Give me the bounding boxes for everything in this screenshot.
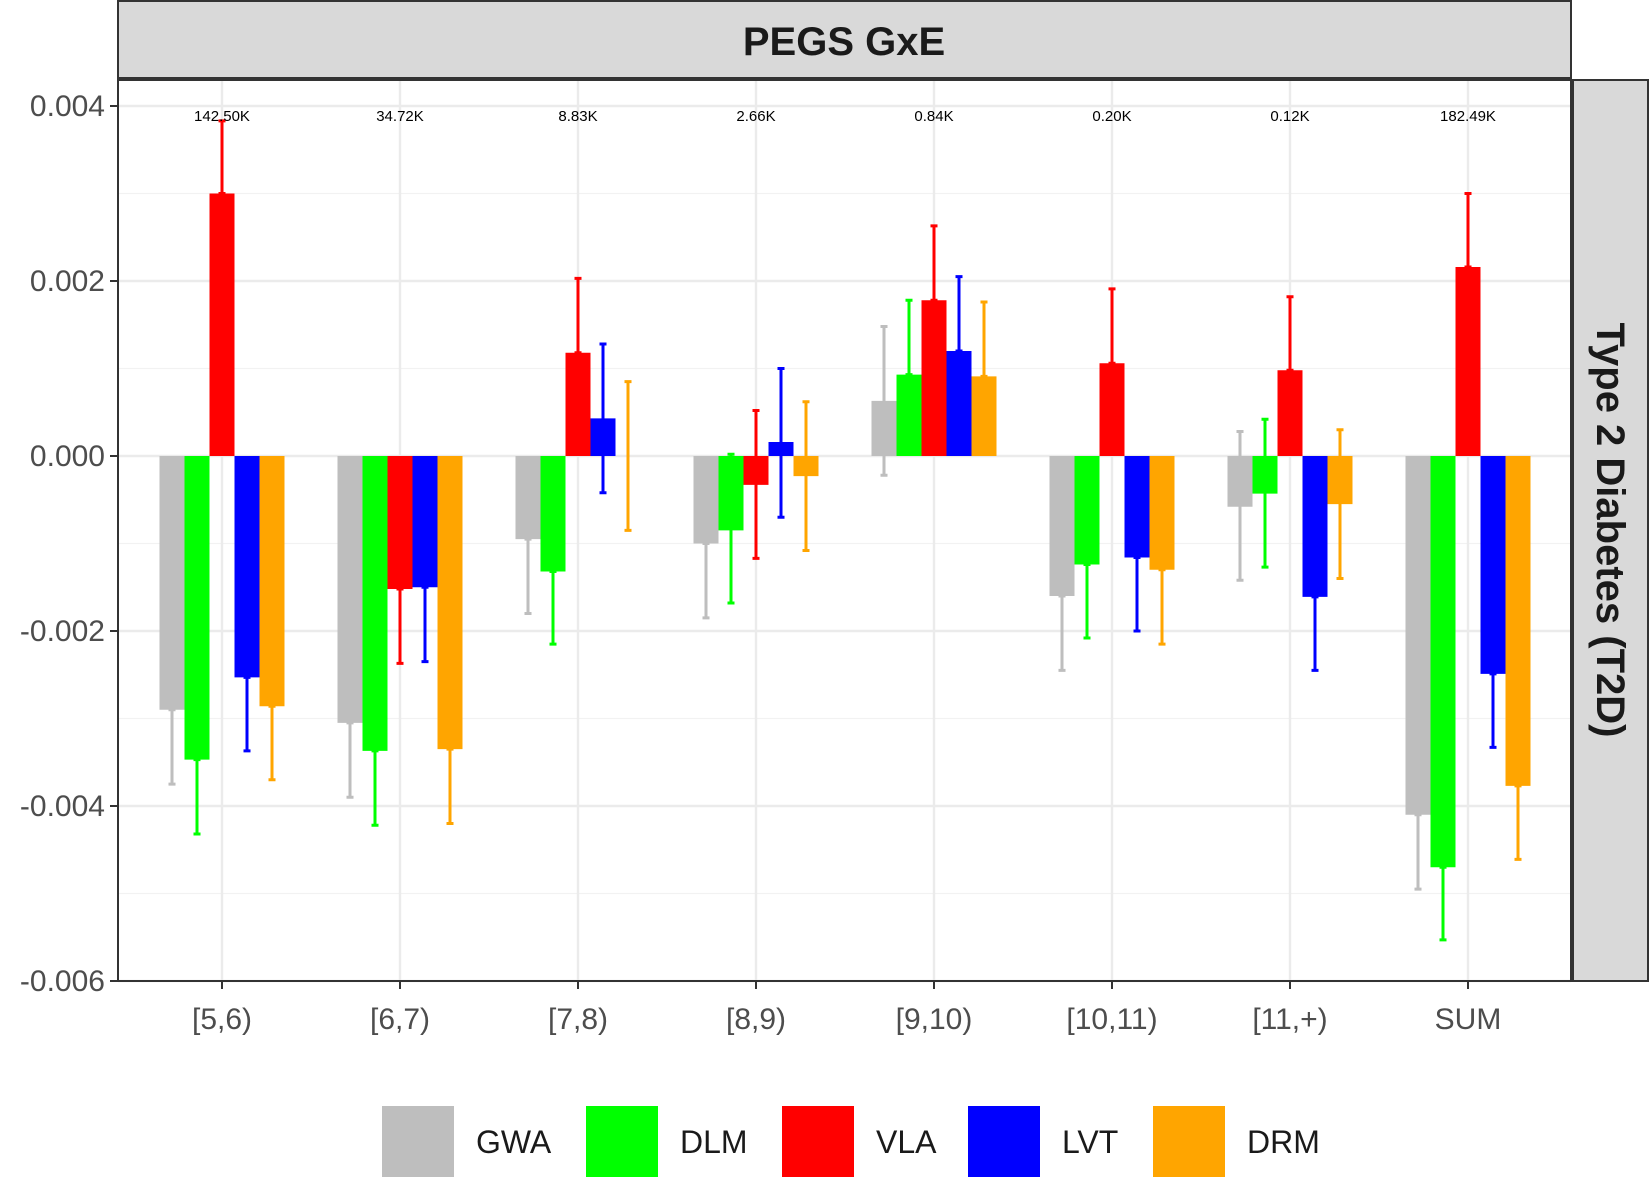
y-tick-label: 0.002 — [30, 265, 105, 298]
bar-dlm — [540, 456, 566, 572]
bar-vla — [1099, 363, 1125, 456]
y-axis: 0.004 0.002 0.000 -0.002 -0.004 -0.006 — [20, 90, 118, 998]
panel-border — [117, 79, 1572, 982]
legend-label-gwa: GWA — [476, 1124, 552, 1160]
bar-drm — [1505, 456, 1531, 786]
bar-vla — [209, 193, 235, 456]
bar-dlm — [1074, 456, 1100, 565]
x-tick-label: SUM — [1435, 1003, 1502, 1036]
count-label: 34.72K — [376, 108, 424, 125]
count-label: 0.20K — [1092, 108, 1131, 125]
y-tick-label: -0.002 — [20, 615, 105, 648]
bar-dlm — [184, 456, 210, 760]
x-tick-label: [9,10) — [896, 1003, 973, 1036]
bar-drm — [971, 376, 997, 456]
bar-drm — [1149, 456, 1175, 570]
bar-drm — [437, 456, 463, 750]
count-label: 182.49K — [1440, 108, 1496, 125]
legend-key-vla — [782, 1106, 854, 1177]
legend-key-lvt — [968, 1106, 1040, 1177]
count-label: 8.83K — [558, 108, 597, 125]
legend-label-drm: DRM — [1247, 1124, 1320, 1160]
legend: GWA DLM VLA LVT DRM — [382, 1106, 1320, 1177]
legend-key-drm — [1153, 1106, 1225, 1177]
bar-vla — [565, 352, 591, 456]
legend-label-lvt: LVT — [1062, 1124, 1118, 1160]
legend-label-dlm: DLM — [680, 1124, 748, 1160]
panel-background — [118, 80, 1571, 981]
y-tick-label: 0.004 — [30, 90, 105, 123]
bar-lvt — [234, 456, 260, 678]
count-label: 0.12K — [1270, 108, 1309, 125]
bar-dlm — [362, 456, 388, 751]
legend-label-vla: VLA — [876, 1124, 937, 1160]
x-tick-label: [8,9) — [726, 1003, 786, 1036]
bar-vla — [1455, 267, 1481, 456]
bar-drm — [259, 456, 285, 707]
bar-gwa — [1405, 456, 1431, 815]
count-label: 2.66K — [736, 108, 775, 125]
facet-title: PEGS GxE — [743, 20, 945, 64]
bar-vla — [921, 300, 947, 456]
y-tick-label: -0.006 — [20, 965, 105, 998]
facet-strip-right — [1572, 79, 1649, 982]
y-tick-label: 0.000 — [30, 440, 105, 473]
x-tick-label: [7,8) — [548, 1003, 608, 1036]
bar-lvt — [412, 456, 438, 588]
bar-gwa — [515, 456, 541, 540]
plot-panel: 142.50K 34.72K 8.83K 2.66K 0.84K 0.20K 0.12K 18… — [117, 79, 1572, 983]
bar-lvt — [1480, 456, 1506, 674]
error-bars-layer — [168, 119, 1522, 942]
count-labels: 142.50K 34.72K 8.83K 2.66K 0.84K 0.20K 0.12K 18… — [194, 108, 1496, 125]
facet-row-label: Type 2 Diabetes (T2D) — [1588, 323, 1632, 738]
bar-lvt — [946, 351, 972, 456]
legend-key-dlm — [586, 1106, 658, 1177]
x-tick-label: [11,+) — [1252, 1003, 1327, 1036]
bar-vla — [387, 456, 413, 589]
x-tick-label: [6,7) — [370, 1003, 430, 1036]
facet-strip-top — [117, 0, 1572, 79]
count-label: 142.50K — [194, 108, 250, 125]
bar-vla — [1277, 370, 1303, 456]
bar-gwa — [1049, 456, 1075, 596]
legend-key-gwa — [382, 1106, 454, 1177]
x-axis: [5,6) [6,7) [7,8) [8,9) [9,10) [10,11) [11,+) S… — [192, 981, 1501, 1036]
bar-lvt — [1124, 456, 1150, 558]
y-tick-label: -0.004 — [20, 790, 105, 823]
bar-lvt — [1302, 456, 1328, 597]
bar-gwa — [693, 456, 719, 544]
x-tick-label: [5,6) — [192, 1003, 252, 1036]
count-label: 0.84K — [914, 108, 953, 125]
bar-dlm — [896, 374, 922, 456]
x-tick-label: [10,11) — [1066, 1003, 1157, 1036]
bar-dlm — [1430, 456, 1456, 868]
bar-gwa — [159, 456, 185, 710]
bar-gwa — [337, 456, 363, 723]
